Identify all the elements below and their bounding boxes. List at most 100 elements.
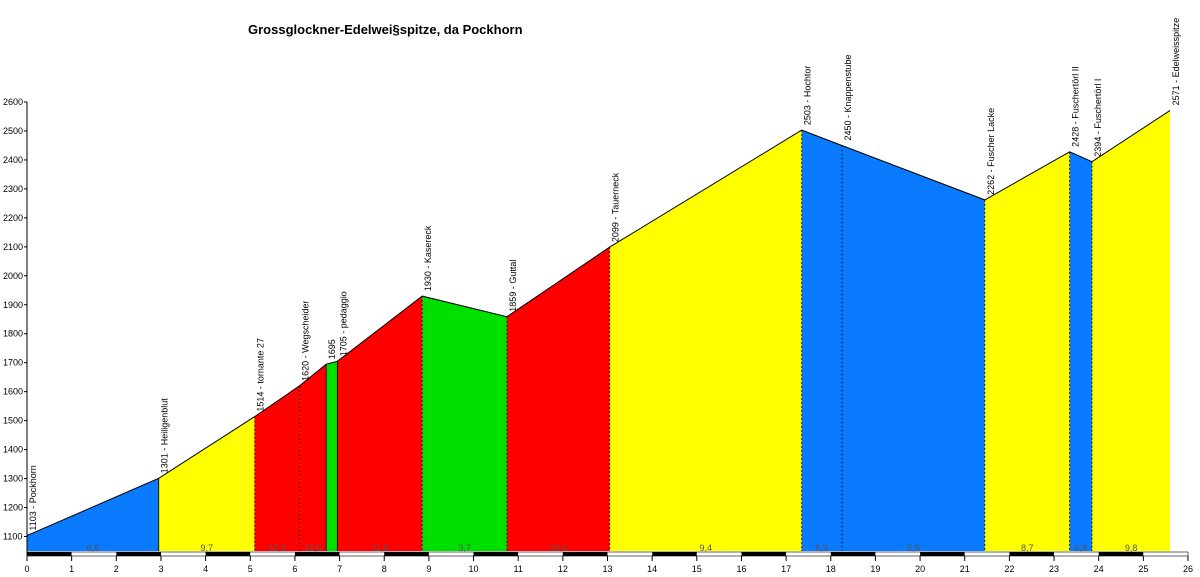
x-tick-label: 10 [469, 564, 479, 574]
x-tick-label: 0 [24, 564, 29, 574]
x-tick-label: 25 [1138, 564, 1148, 574]
segment-fill-10 [841, 145, 985, 551]
km-strip-block [562, 552, 608, 556]
waypoint-label: 2450 - Knappenstube [843, 54, 853, 140]
y-tick-label: 1500 [3, 416, 23, 426]
segment-fill-7 [507, 247, 610, 551]
segment-fill-12 [1069, 151, 1092, 552]
segment-fill-5 [337, 296, 423, 551]
km-strip-block [875, 552, 921, 556]
km-strip-block [607, 552, 653, 556]
segment-fill-9 [801, 130, 842, 551]
x-tick-label: 11 [514, 564, 523, 574]
km-strip-block [250, 552, 295, 556]
gradient-label: 9,8 [1125, 543, 1138, 553]
km-strip-block [964, 552, 1010, 556]
x-tick-label: 12 [558, 564, 568, 574]
x-tick-label: 3 [158, 564, 163, 574]
y-axis: 1100 1200 1300 1400 1500 1600 1700 1800 1900 2000… [3, 97, 28, 555]
gradient-label: 9,7 [200, 543, 213, 553]
gradient-label: 9,4 [699, 543, 712, 553]
waypoint-label: 1103 - Pockhorn [28, 465, 38, 530]
km-strip-block [428, 552, 474, 556]
km-strip-block [71, 552, 117, 556]
km-strip-block [116, 552, 161, 556]
km-strip-block [741, 552, 787, 556]
gradient-label: 11,8 [371, 543, 388, 553]
km-strip-block [696, 552, 742, 556]
waypoint-label: 2262 - Fuscher Lacke [986, 108, 996, 195]
segment-fill-4 [326, 361, 338, 551]
gradient-label: 10,6 [268, 543, 286, 553]
x-axis: 0 1 2 3 4 5 6 7 8 9 10 11 12 13 14 15 16 17 18 19 20 21 22 23 24… [24, 556, 1193, 574]
waypoint-label: 2571 - Edelweisspitze [1171, 18, 1181, 106]
gradient-label: 13,6 [304, 543, 322, 553]
y-tick-label: 2400 [3, 155, 23, 165]
x-tick-label: 24 [1094, 564, 1104, 574]
waypoint-label: 2099 - Tauerneck [611, 172, 621, 242]
profile-outline [26, 109, 1171, 537]
profile-segments [27, 110, 1171, 552]
x-tick-label: 6 [292, 564, 297, 574]
x-tick-label: 9 [426, 564, 431, 574]
waypoint-label: 1705 - pedaggio [338, 291, 348, 356]
km-strip-block [339, 552, 385, 556]
waypoint-label: 1620 - Wegscheider [300, 301, 310, 381]
y-tick-label: 2300 [3, 184, 23, 194]
waypoint-label: 1514 - tornante 27 [256, 338, 266, 412]
km-strip-border [26, 551, 1189, 557]
km-strip-block [1054, 552, 1099, 556]
waypoint-label: 2394 - Fuschertörl I [1093, 79, 1103, 157]
segment-fill-3 [299, 364, 327, 551]
y-tick-label: 1600 [3, 387, 23, 397]
y-tick-label: 2100 [3, 242, 23, 252]
x-tick-label: 8 [382, 564, 387, 574]
gradient-label: 6,8 [1075, 543, 1088, 553]
y-tick-label: 1400 [3, 445, 23, 455]
y-tick-label: 2000 [3, 271, 23, 281]
y-tick-label: 1300 [3, 474, 23, 484]
x-tick-label: 14 [647, 564, 657, 574]
gradient-label: 3,7 [458, 543, 471, 553]
segment-fill-0 [27, 478, 159, 551]
km-strip-block [920, 552, 965, 556]
segment-fill-8 [609, 130, 802, 551]
y-tick-label: 1900 [3, 300, 23, 310]
y-tick-label: 1800 [3, 329, 23, 339]
waypoint-label: 1695 [327, 339, 337, 359]
x-tick-label: 21 [960, 564, 970, 574]
gradient-label: 5,9 [907, 543, 920, 553]
segment-fill-2 [254, 385, 300, 551]
x-tick-label: 16 [736, 564, 746, 574]
waypoint-label: 2428 - Fuschertörl II [1071, 66, 1081, 147]
y-tick-label: 1100 [3, 532, 22, 542]
x-tick-label: 1 [69, 564, 74, 574]
km-strip-block [518, 552, 563, 556]
waypoint-label: 2503 - Hochtor [803, 66, 813, 126]
y-tick-label: 1700 [3, 358, 23, 368]
waypoint-label: 1930 - Kasereck [423, 225, 433, 291]
segment-fill-6 [422, 296, 507, 551]
km-strip [26, 551, 1189, 557]
y-tick-label: 2600 [3, 97, 23, 107]
y-tick-label: 1200 [3, 503, 23, 513]
gradient-label: 5,9 [816, 543, 829, 553]
km-strip-block [786, 552, 831, 556]
km-strip-block [27, 552, 72, 556]
x-tick-label: 5 [248, 564, 253, 574]
km-strip-block [1143, 552, 1188, 556]
x-tick-label: 23 [1049, 564, 1059, 574]
km-strip-block [384, 552, 429, 556]
segment-dividers [158, 130, 1093, 551]
x-tick-label: 2 [114, 564, 119, 574]
gradient-labels: 6,6 9,7 10,6 13,6 11,8 3,7 10,4 9,4 5,9 5,9 8,7 6,8… [87, 543, 1138, 553]
x-tick-label: 18 [826, 564, 836, 574]
km-strip-block [205, 552, 251, 556]
segment-fill-13 [1092, 110, 1171, 552]
km-strip-block [1009, 552, 1055, 556]
gradient-label: 8,7 [1021, 543, 1034, 553]
km-strip-block [1098, 552, 1144, 556]
km-strip-block [294, 552, 340, 556]
chart-title: Grossglockner-Edelwei§spitze, da Pockhor… [248, 22, 523, 37]
